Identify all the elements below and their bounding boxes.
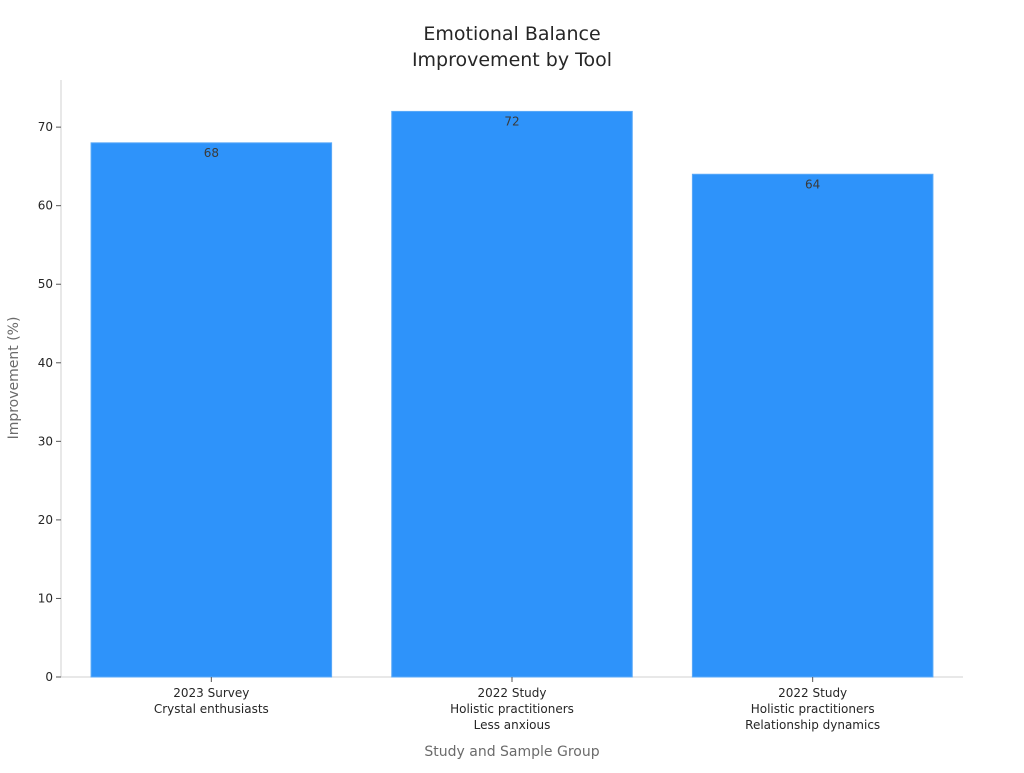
y-tick-label: 60 [38,199,53,213]
bar-value-label: 68 [204,146,219,160]
bar-value-label: 64 [805,177,820,191]
bar-value-label: 72 [504,114,519,128]
y-tick-label: 70 [38,120,53,134]
y-axis-label: Improvement (%) [6,317,22,440]
bar [691,173,934,678]
bar [90,142,333,678]
y-tick-label: 30 [38,434,53,448]
x-tick-label: Less anxious [474,718,551,732]
x-tick-label: Crystal enthusiasts [154,702,269,716]
chart-title: Emotional Balance Improvement by Tool [412,23,612,71]
y-axis-ticks: 0 10 20 30 40 50 60 70 [38,120,61,684]
category-labels: 2023 Survey Crystal enthusiasts 2022 Study… [154,677,880,732]
x-tick-label: Holistic practitioners [751,702,875,716]
chart-title-line-2: Improvement by Tool [412,49,612,71]
y-tick-label: 50 [38,277,53,291]
y-tick-label: 10 [38,591,53,605]
x-tick-label: 2022 Study [778,686,847,700]
y-tick-label: 20 [38,513,53,527]
x-tick-label: Relationship dynamics [745,718,880,732]
data-labels: 68 72 64 [204,114,821,191]
bar [391,110,633,678]
y-tick-label: 0 [45,670,53,684]
y-tick-label: 40 [38,356,53,370]
x-tick-label: 2023 Survey [173,686,249,700]
x-tick-label: Holistic practitioners [450,702,574,716]
bars [90,110,934,678]
x-axis-label: Study and Sample Group [424,744,599,760]
chart-title-line-1: Emotional Balance [423,23,600,45]
x-tick-label: 2022 Study [478,686,547,700]
